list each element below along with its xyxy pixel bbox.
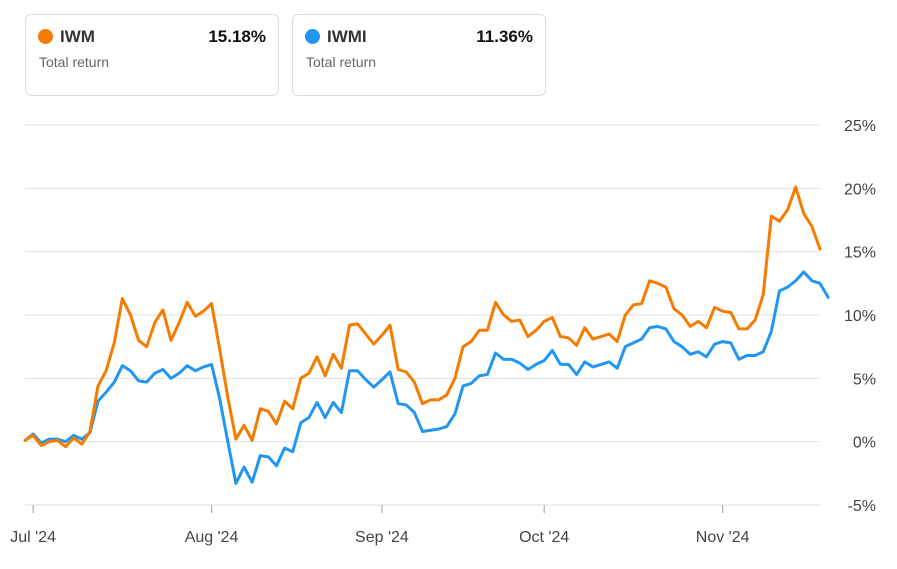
x-tick-label: Oct '24 — [519, 529, 569, 546]
legend-name: IWMI — [327, 27, 367, 46]
series-line-iwm[interactable] — [23, 185, 822, 449]
x-axis: Jul '24 Aug '24 Sep '24 Oct '24 Nov '24 — [10, 505, 750, 546]
legend-subtitle: Total return — [39, 54, 110, 70]
x-tick-label: Sep '24 — [355, 529, 409, 546]
legend-card-iwm[interactable]: IWM 15.18% Total return — [25, 14, 279, 96]
y-tick-label: 25% — [844, 118, 876, 135]
y-tick-label: 20% — [844, 181, 876, 198]
y-tick-label: 0% — [853, 435, 876, 452]
y-tick-label: 15% — [844, 245, 876, 262]
iwm-series-dot-icon — [38, 29, 53, 44]
x-tick-label: Nov '24 — [696, 529, 750, 546]
y-tick-label: 10% — [844, 308, 876, 325]
y-tick-label: 5% — [853, 371, 876, 388]
legend-subtitle: Total return — [306, 54, 377, 70]
series-line-iwmi[interactable] — [23, 270, 830, 485]
x-tick-label: Jul '24 — [10, 529, 56, 546]
iwmi-series-dot-icon — [305, 29, 320, 44]
series-lines — [23, 185, 830, 485]
x-tick-label: Aug '24 — [185, 529, 239, 546]
legend-value: 11.36% — [476, 27, 533, 46]
y-axis-labels: 25% 20% 15% 10% 5% 0% -5% — [844, 118, 876, 515]
legend-value: 15.18% — [208, 27, 266, 46]
legend-card-iwmi[interactable]: IWMI 11.36% Total return — [292, 14, 546, 96]
y-tick-label: -5% — [848, 498, 876, 515]
gridlines — [25, 124, 820, 506]
legend-name: IWM — [60, 27, 95, 46]
